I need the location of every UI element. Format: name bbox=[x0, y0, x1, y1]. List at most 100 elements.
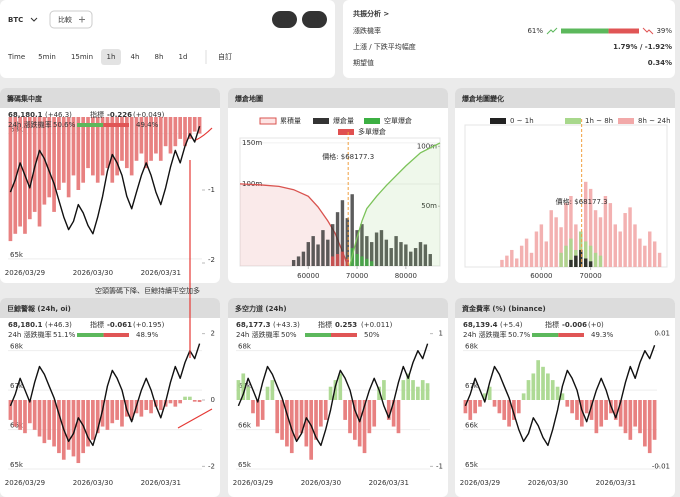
interval-option[interactable]: 5min bbox=[38, 53, 56, 61]
indicator-bar bbox=[129, 117, 134, 176]
legend-swatch bbox=[259, 117, 277, 125]
annotation-curve bbox=[195, 127, 213, 141]
liquidation-bar bbox=[598, 217, 603, 267]
liquidation-bar bbox=[330, 256, 335, 266]
indicator-bar bbox=[110, 117, 115, 183]
x-tick-label: 60000 bbox=[297, 272, 319, 280]
indicator-bar bbox=[285, 400, 289, 447]
indicator-bar bbox=[105, 400, 110, 430]
liquidation-bar bbox=[296, 256, 301, 266]
indicator-bar bbox=[643, 400, 647, 447]
interval-option[interactable]: 1d bbox=[179, 53, 188, 61]
resonance-title[interactable]: 共振分析 > bbox=[353, 9, 389, 18]
up-probability: 61% bbox=[527, 27, 543, 35]
resonance-label: 期望值 bbox=[353, 58, 374, 67]
interval-option[interactable]: 8h bbox=[155, 53, 164, 61]
liquidation-bar bbox=[301, 251, 306, 266]
custom-interval[interactable]: 自訂 bbox=[218, 52, 232, 61]
interval-option[interactable]: 4h bbox=[131, 53, 140, 61]
indicator-bar bbox=[343, 400, 347, 420]
liquidation-bar bbox=[593, 210, 598, 267]
y-tick-label: 67k bbox=[10, 382, 24, 390]
indicator-bar bbox=[604, 400, 608, 420]
info-price: 68,177.3 bbox=[236, 321, 271, 329]
indicator-bar bbox=[120, 400, 124, 427]
price-line bbox=[464, 344, 656, 447]
liquidation-bar bbox=[579, 249, 583, 267]
y-tick-label: 150m bbox=[242, 139, 262, 147]
liquidation-bar bbox=[510, 249, 514, 267]
asset-pill[interactable] bbox=[302, 11, 327, 28]
indicator-bar bbox=[255, 400, 260, 427]
indicator-bar bbox=[613, 400, 618, 420]
indicator-bar bbox=[487, 386, 492, 400]
interval-option[interactable]: 15min bbox=[71, 53, 93, 61]
interval-option[interactable]: 1h bbox=[107, 53, 116, 61]
legend-swatch bbox=[364, 118, 380, 124]
info-indicator-change: (+0.049) bbox=[133, 111, 165, 119]
price-line bbox=[9, 125, 201, 235]
liquidation-bar bbox=[643, 245, 647, 267]
panel-title: 爆倉地圖 bbox=[235, 94, 263, 103]
indicator-bar bbox=[18, 400, 22, 430]
x-tick-label: 2026/03/31 bbox=[369, 479, 409, 487]
indicator-bar bbox=[338, 373, 343, 400]
indicator-bar bbox=[57, 400, 61, 454]
liquidation-bar bbox=[515, 258, 519, 267]
x-tick-label: 2026/03/29 bbox=[5, 479, 45, 487]
indicator-bar bbox=[61, 117, 66, 183]
info-indicator: 0.253 bbox=[335, 321, 357, 329]
indicator-bar bbox=[386, 400, 391, 420]
liquidation-bar bbox=[316, 244, 320, 266]
indicator-bar bbox=[149, 117, 153, 161]
interval-active bbox=[101, 49, 121, 65]
info-price: 68,139.4 bbox=[463, 321, 498, 329]
info-indicator: -0.061 bbox=[107, 321, 132, 329]
indicator-bar bbox=[280, 400, 284, 440]
resonance-value: 0.34% bbox=[648, 59, 672, 67]
legend-label: 0 ~ 1h bbox=[510, 117, 534, 125]
indicator-bar bbox=[348, 400, 352, 434]
indicator-bar bbox=[197, 117, 202, 134]
liquidation-bar bbox=[618, 231, 622, 267]
liquidation-bar bbox=[370, 261, 374, 266]
info-indicator-change: (+0) bbox=[588, 321, 604, 329]
info-price: 68,180.1 bbox=[8, 321, 43, 329]
x-tick-label: 2026/03/31 bbox=[141, 269, 181, 277]
indicator-bar bbox=[411, 380, 415, 400]
indicator-bar bbox=[468, 400, 473, 420]
x-tick-label: 2026/03/29 bbox=[5, 269, 45, 277]
y2-tick-label: -2 bbox=[208, 462, 215, 470]
indicator-bar bbox=[382, 380, 386, 400]
indicator-bar bbox=[173, 400, 178, 407]
panel-header bbox=[228, 298, 448, 318]
indicator-bar bbox=[139, 117, 144, 154]
indicator-bar bbox=[352, 400, 357, 440]
liquidation-bar bbox=[321, 230, 325, 266]
indicator-bar bbox=[241, 373, 246, 400]
indicator-bar bbox=[633, 400, 638, 427]
indicator-bar bbox=[512, 400, 516, 420]
indicator-bar bbox=[570, 400, 574, 414]
symbol-select[interactable]: BTC bbox=[8, 16, 23, 24]
up-trend-icon bbox=[546, 27, 558, 35]
indicator-bar bbox=[95, 117, 100, 183]
down-trend-icon bbox=[642, 27, 654, 35]
indicator-bar bbox=[144, 117, 149, 169]
panel bbox=[0, 298, 220, 497]
indicator-bar bbox=[482, 393, 487, 400]
liquidation-bar bbox=[330, 224, 335, 266]
liquidation-bar bbox=[559, 252, 563, 267]
indicator-bar bbox=[507, 400, 511, 427]
liquidation-bar bbox=[326, 239, 330, 266]
asset-pill[interactable] bbox=[272, 11, 297, 28]
indicator-bar bbox=[647, 400, 652, 454]
compare-button[interactable] bbox=[49, 10, 93, 29]
indicator-bar bbox=[294, 400, 299, 440]
indicator-bar bbox=[275, 400, 280, 434]
asset-label: BTC bbox=[278, 16, 292, 24]
indicator-bar bbox=[406, 373, 411, 400]
indicator-bar bbox=[168, 400, 173, 404]
indicator-bar bbox=[144, 400, 149, 410]
down-bar bbox=[103, 333, 129, 337]
